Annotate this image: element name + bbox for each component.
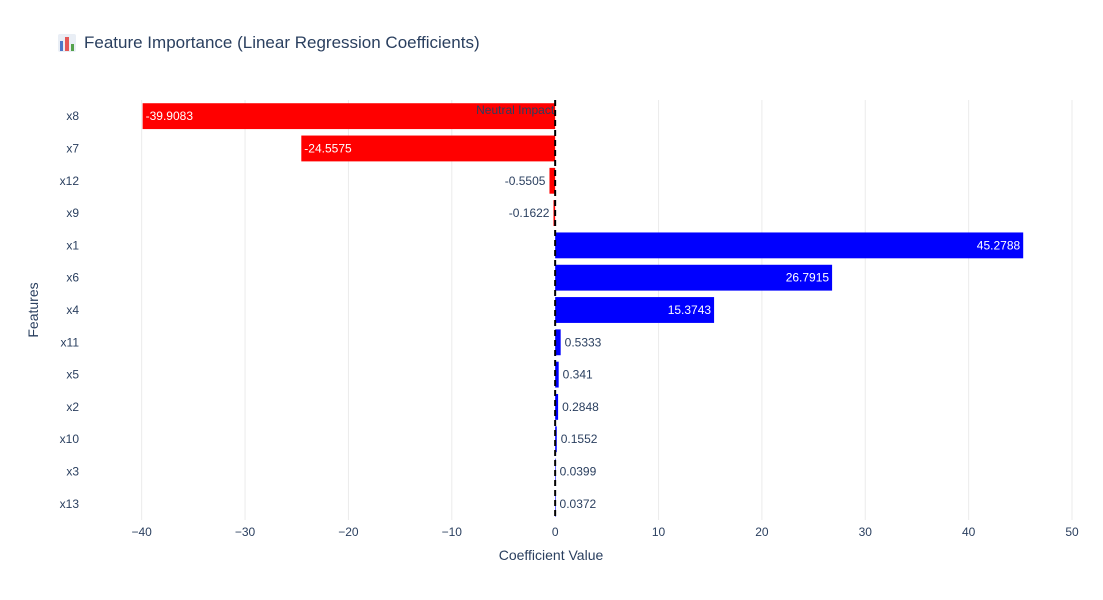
- bar-x10: [555, 426, 557, 453]
- chart-title: Feature Importance (Linear Regression Co…: [84, 33, 480, 52]
- x-tick-labels: −40 −30 −20 −10 0 10 20 30 40 50: [132, 525, 1079, 539]
- bar-x1: [555, 232, 1024, 259]
- bars: [142, 103, 1024, 517]
- value-label-x1: 45.2788: [977, 238, 1021, 252]
- value-label-x7: -24.5575: [304, 141, 352, 155]
- value-label-x4: 15.3743: [668, 303, 712, 317]
- reference-line-label: Neutral Impact: [476, 103, 555, 117]
- y-axis-label: Features: [25, 282, 41, 337]
- y-tick-labels: x8 x7 x12 x9 x1 x6 x4 x11 x5 x2 x10 x3 x13: [60, 109, 80, 511]
- bar-x7: [301, 135, 556, 162]
- bar-x5: [555, 361, 559, 388]
- y-tick-label: x1: [66, 238, 79, 252]
- y-tick-label: x4: [66, 303, 79, 317]
- y-tick-label: x2: [66, 400, 79, 414]
- bar-x6: [555, 264, 833, 291]
- value-label-x3: 0.0399: [560, 465, 597, 479]
- value-labels: -39.9083 -24.5575 -0.5505 -0.1622 45.2788 26.…: [146, 109, 1021, 511]
- value-label-x13: 0.0372: [560, 497, 597, 511]
- value-label-x6: 26.7915: [786, 271, 830, 285]
- x-tick-label: 10: [652, 525, 666, 539]
- bar-x2: [555, 394, 559, 420]
- y-tick-label: x5: [66, 368, 79, 382]
- value-label-x10: 0.1552: [561, 432, 598, 446]
- y-tick-label: x6: [66, 271, 79, 285]
- value-label-x9: -0.1622: [509, 206, 550, 220]
- value-label-x8: -39.9083: [146, 109, 194, 123]
- bar-x12: [549, 167, 556, 194]
- bar-x8: [142, 103, 556, 130]
- bar-x11: [555, 329, 561, 356]
- x-tick-label: −40: [132, 525, 153, 539]
- x-tick-label: 30: [859, 525, 873, 539]
- reference-line-group: Neutral Impact: [476, 100, 557, 520]
- y-tick-label: x11: [61, 335, 80, 349]
- bar-x4: [555, 297, 715, 323]
- x-tick-label: −10: [442, 525, 463, 539]
- value-label-x5: 0.341: [563, 368, 593, 382]
- y-tick-label: x12: [60, 174, 80, 188]
- y-tick-label: x3: [66, 465, 79, 479]
- x-axis-label: Coefficient Value: [499, 547, 604, 563]
- y-tick-label: x8: [66, 109, 79, 123]
- y-tick-label: x13: [60, 497, 80, 511]
- x-tick-label: −20: [338, 525, 359, 539]
- chart-title-group: Feature Importance (Linear Regression Co…: [58, 33, 480, 53]
- y-tick-label: x7: [66, 141, 79, 155]
- value-label-x12: -0.5505: [505, 174, 546, 188]
- x-tick-label: 50: [1065, 525, 1079, 539]
- y-tick-label: x10: [60, 432, 80, 446]
- x-tick-label: 20: [755, 525, 769, 539]
- x-tick-label: 40: [962, 525, 976, 539]
- value-label-x2: 0.2848: [562, 400, 599, 414]
- x-tick-label: 0: [552, 525, 559, 539]
- y-tick-label: x9: [66, 206, 79, 220]
- gridlines: [141, 100, 1073, 520]
- x-tick-label: −30: [235, 525, 256, 539]
- value-label-x11: 0.5333: [565, 335, 602, 349]
- bar-chart-icon: [58, 34, 76, 52]
